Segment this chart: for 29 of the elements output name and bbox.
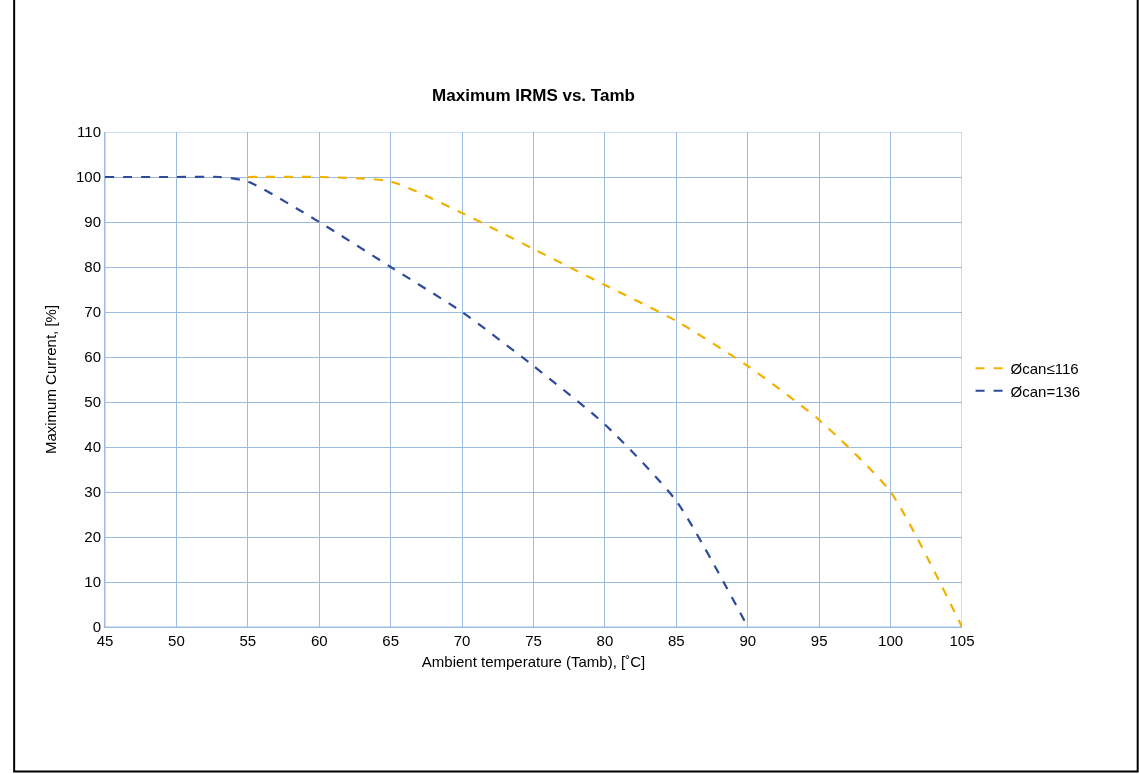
x-tick-label: 95 [810,632,828,649]
x-axis-title: Ambient temperature (Tamb), [˚C] [421,653,646,670]
x-tick-label: 105 [949,632,975,649]
x-tick-label: 65 [382,632,400,649]
y-tick-label: 60 [84,348,101,366]
y-tick-label: 20 [84,528,101,546]
x-tick-label: 85 [667,632,685,649]
x-tick-label: 50 [168,632,185,649]
x-tick-label: 55 [239,632,257,649]
legend-label: Øcan=136 [1010,382,1081,400]
y-tick-label: 30 [84,483,101,501]
y-tick-label: 110 [77,123,101,141]
x-tick-label: 100 [878,632,904,649]
y-tick-label: 90 [84,213,101,231]
y-axis-title: Maximum Current, [%] [42,304,60,455]
y-tick-label: 100 [75,168,101,186]
y-tick-label: 40 [84,438,101,456]
x-tick-label: 60 [310,632,328,649]
legend-label: Øcan≤116 [1010,360,1079,378]
y-tick-label: 80 [84,258,101,276]
chart-title: Maximum IRMS vs. Tamb [432,85,635,105]
x-tick-label: 90 [739,632,757,649]
line-series [246,175,962,627]
y-tick-label: 70 [84,303,101,321]
x-tick-label: 75 [525,632,542,649]
y-tick-label: 50 [84,393,101,411]
x-tick-label: 70 [453,632,471,649]
x-tick-label: 80 [596,632,614,649]
y-tick-label: 10 [84,573,101,591]
